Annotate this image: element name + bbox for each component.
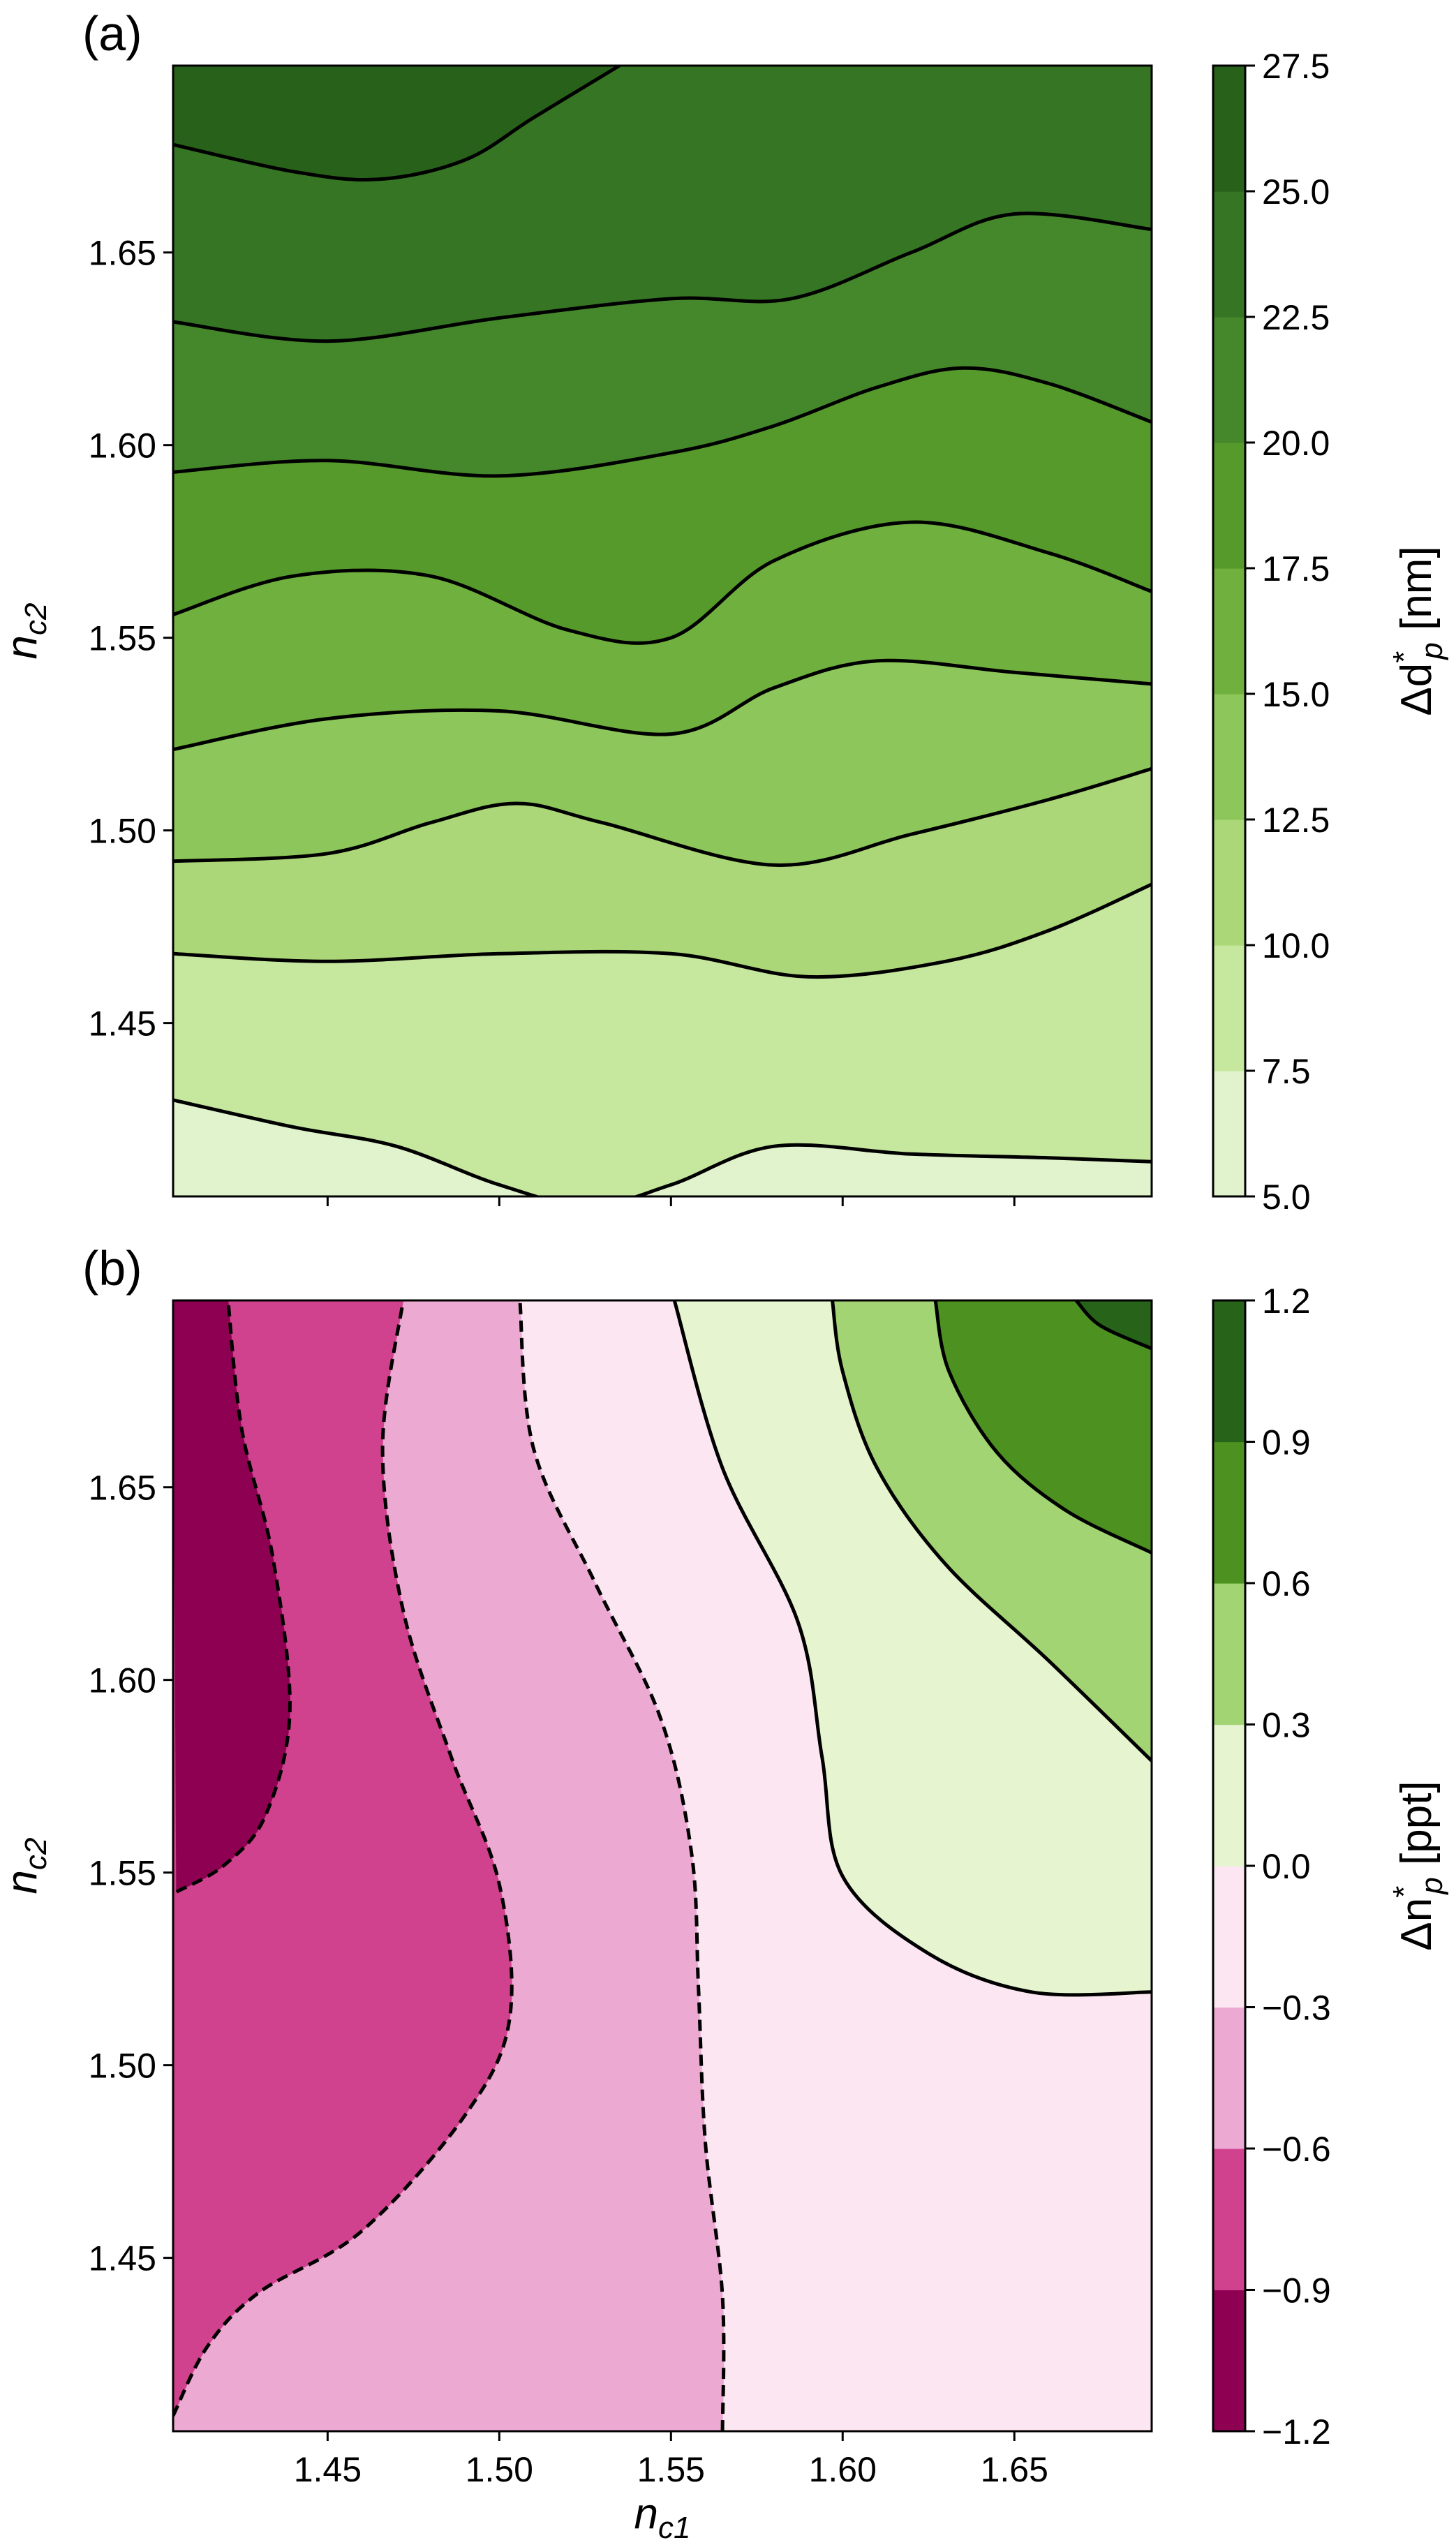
panel-b-colorbar-swatch <box>1213 2149 1245 2291</box>
panel-b-plot-frame <box>172 1299 1153 2433</box>
panel-b-xtick-label: 1.60 <box>809 2450 877 2489</box>
panel-b-xtick-label: 1.55 <box>637 2450 705 2489</box>
panel-a-ytick-label: 1.60 <box>89 426 156 466</box>
panel-b-contour-line-0.3 <box>831 1300 1152 1763</box>
panel-a-colorbar-swatch <box>1213 317 1245 443</box>
panel-b-contour-line--0.3 <box>518 1300 726 2431</box>
panel-b-xlabel: nc1 <box>634 2490 691 2545</box>
panel-a-colorbar-tick-label: 27.5 <box>1262 47 1330 86</box>
panel-b-colorbar-swatch <box>1213 1724 1245 1867</box>
panel-a-ylabel: nc2 <box>0 603 53 660</box>
panel-a-ytick-label: 1.50 <box>89 812 156 851</box>
panel-b-contour-line-0.9 <box>1074 1300 1152 1351</box>
panel-b-colorbar-tick-label: 0.0 <box>1262 1847 1311 1886</box>
panel-b-contour-line-0 <box>672 1300 1152 1997</box>
panel-b-colorbar-swatch <box>1213 1583 1245 1726</box>
panel-a-label: (a) <box>82 6 142 61</box>
panel-b-colorbar-tick-label: 0.3 <box>1262 1706 1311 1745</box>
panel-b-xtick-label: 1.50 <box>466 2450 533 2489</box>
panel-b-contour-line--0.9 <box>175 1300 292 1894</box>
panel-a-contour-line-17.5 <box>173 520 1152 645</box>
panel-b-filled-contours <box>173 1300 1152 2431</box>
panel-a-colorbar-swatch <box>1213 191 1245 318</box>
panel-b-contour-line--0.6 <box>173 1300 514 2417</box>
panel-a-colorbar-tick-label: 25.0 <box>1262 172 1330 212</box>
panel-b-colorbar-tick-label: −0.3 <box>1262 1989 1331 2028</box>
panel-a-colorbar-swatch <box>1213 945 1245 1071</box>
panel-a-contour-line-10 <box>173 882 1152 979</box>
panel-b-contour-lines <box>173 1300 1152 2431</box>
panel-b-ylabel: nc2 <box>0 1838 53 1894</box>
panel-b-xtick-label: 1.65 <box>981 2450 1048 2489</box>
panel-b-ytick-label: 1.60 <box>89 1661 156 1700</box>
panel-b-ytick-label: 1.55 <box>89 1854 156 1893</box>
panel-a-colorbar-tick-label: 12.5 <box>1262 801 1330 840</box>
panel-b-colorbar-tick-label: −0.6 <box>1262 2130 1331 2169</box>
panel-a-colorbar-swatch <box>1213 694 1245 820</box>
panel-a-colorbar: 5.0 7.5 10.0 12.5 15.0 17.5 20.0 22.5 25.0 27.5 <box>1212 47 1330 1217</box>
panel-a: (a) 1.45 1.50 1.55 1.60 1.65 nc2 5.0 7.5 10.0 1… <box>0 6 1449 1217</box>
panel-b-axes: 1.45 1.50 1.55 1.60 1.65 1.45 1.50 1.55 1.60 1.65 <box>89 1469 1048 2489</box>
panel-b-colorbar-label: Δn*p [ppt] <box>1387 1781 1449 1950</box>
panel-a-contour-line-20 <box>173 366 1152 478</box>
panel-a-plot-frame <box>172 64 1153 1198</box>
panel-a-colorbar-swatch <box>1213 819 1245 946</box>
panel-b-colorbar-tick-label: 1.2 <box>1262 1282 1311 1321</box>
panel-b-colorbar-swatch <box>1213 2290 1245 2432</box>
panel-a-colorbar-frame <box>1212 64 1247 1198</box>
panel-a-contour-lines <box>173 66 1152 1196</box>
panel-a-colorbar-swatch <box>1213 443 1245 569</box>
panel-b-colorbar-swatch <box>1213 1300 1245 1443</box>
panel-a-contour-line-15 <box>173 658 1152 752</box>
panel-a-contour-line-22.5 <box>173 212 1152 343</box>
panel-b-contour-line-0.6 <box>933 1300 1152 1555</box>
panel-a-colorbar-tick-label: 10.0 <box>1262 926 1330 965</box>
panel-a-ytick-label: 1.65 <box>89 234 156 273</box>
panel-b-ytick-label: 1.65 <box>89 1469 156 1508</box>
panel-b-colorbar-tick-label: 0.9 <box>1262 1423 1311 1462</box>
panel-a-contour-line-7.5 <box>173 1098 1152 1196</box>
panel-b-ytick-label: 1.50 <box>89 2047 156 2086</box>
panel-a-colorbar-tick-label: 15.0 <box>1262 675 1330 714</box>
panel-a-colorbar-swatch <box>1213 568 1245 695</box>
panel-b-colorbar-tick-label: −1.2 <box>1262 2412 1331 2451</box>
panel-b-colorbar-swatch <box>1213 1441 1245 1584</box>
panel-a-contour-line-12.5 <box>173 766 1152 867</box>
panel-a-colorbar-tick-label: 7.5 <box>1262 1052 1311 1091</box>
panel-b-ytick-label: 1.45 <box>89 2239 156 2278</box>
panel-b: (b) 1.45 1.50 1.55 1.60 1.65 1.45 1.50 1.55 1.60… <box>0 1241 1449 2545</box>
panel-a-ytick-label: 1.55 <box>89 619 156 658</box>
panel-a-colorbar-tick-label: 20.0 <box>1262 424 1330 463</box>
panel-a-filled-contours <box>173 66 1152 1196</box>
panel-b-xtick-label: 1.45 <box>294 2450 362 2489</box>
panel-b-colorbar-tick-label: −0.9 <box>1262 2271 1331 2310</box>
panel-a-colorbar-tick-label: 22.5 <box>1262 298 1330 337</box>
panel-b-colorbar: −1.2 −0.9 −0.6 −0.3 0.0 0.3 0.6 0.9 1.2 <box>1212 1282 1331 2451</box>
panel-a-colorbar-label: Δd*p [nm] <box>1387 546 1449 715</box>
panel-a-colorbar-swatch <box>1213 66 1245 192</box>
panel-a-ytick-label: 1.45 <box>89 1004 156 1044</box>
panel-b-colorbar-swatch <box>1213 2007 1245 2149</box>
panel-a-colorbar-tick-label: 5.0 <box>1262 1178 1311 1217</box>
panel-a-colorbar-tick-label: 17.5 <box>1262 549 1330 588</box>
panel-b-label: (b) <box>82 1241 142 1296</box>
panel-a-colorbar-swatch <box>1213 1071 1245 1197</box>
panel-a-axes: 1.45 1.50 1.55 1.60 1.65 <box>89 234 1016 1206</box>
panel-b-colorbar-tick-label: 0.6 <box>1262 1564 1311 1603</box>
panel-b-colorbar-swatch <box>1213 1866 1245 2008</box>
panel-a-contour-line-25 <box>173 66 621 182</box>
